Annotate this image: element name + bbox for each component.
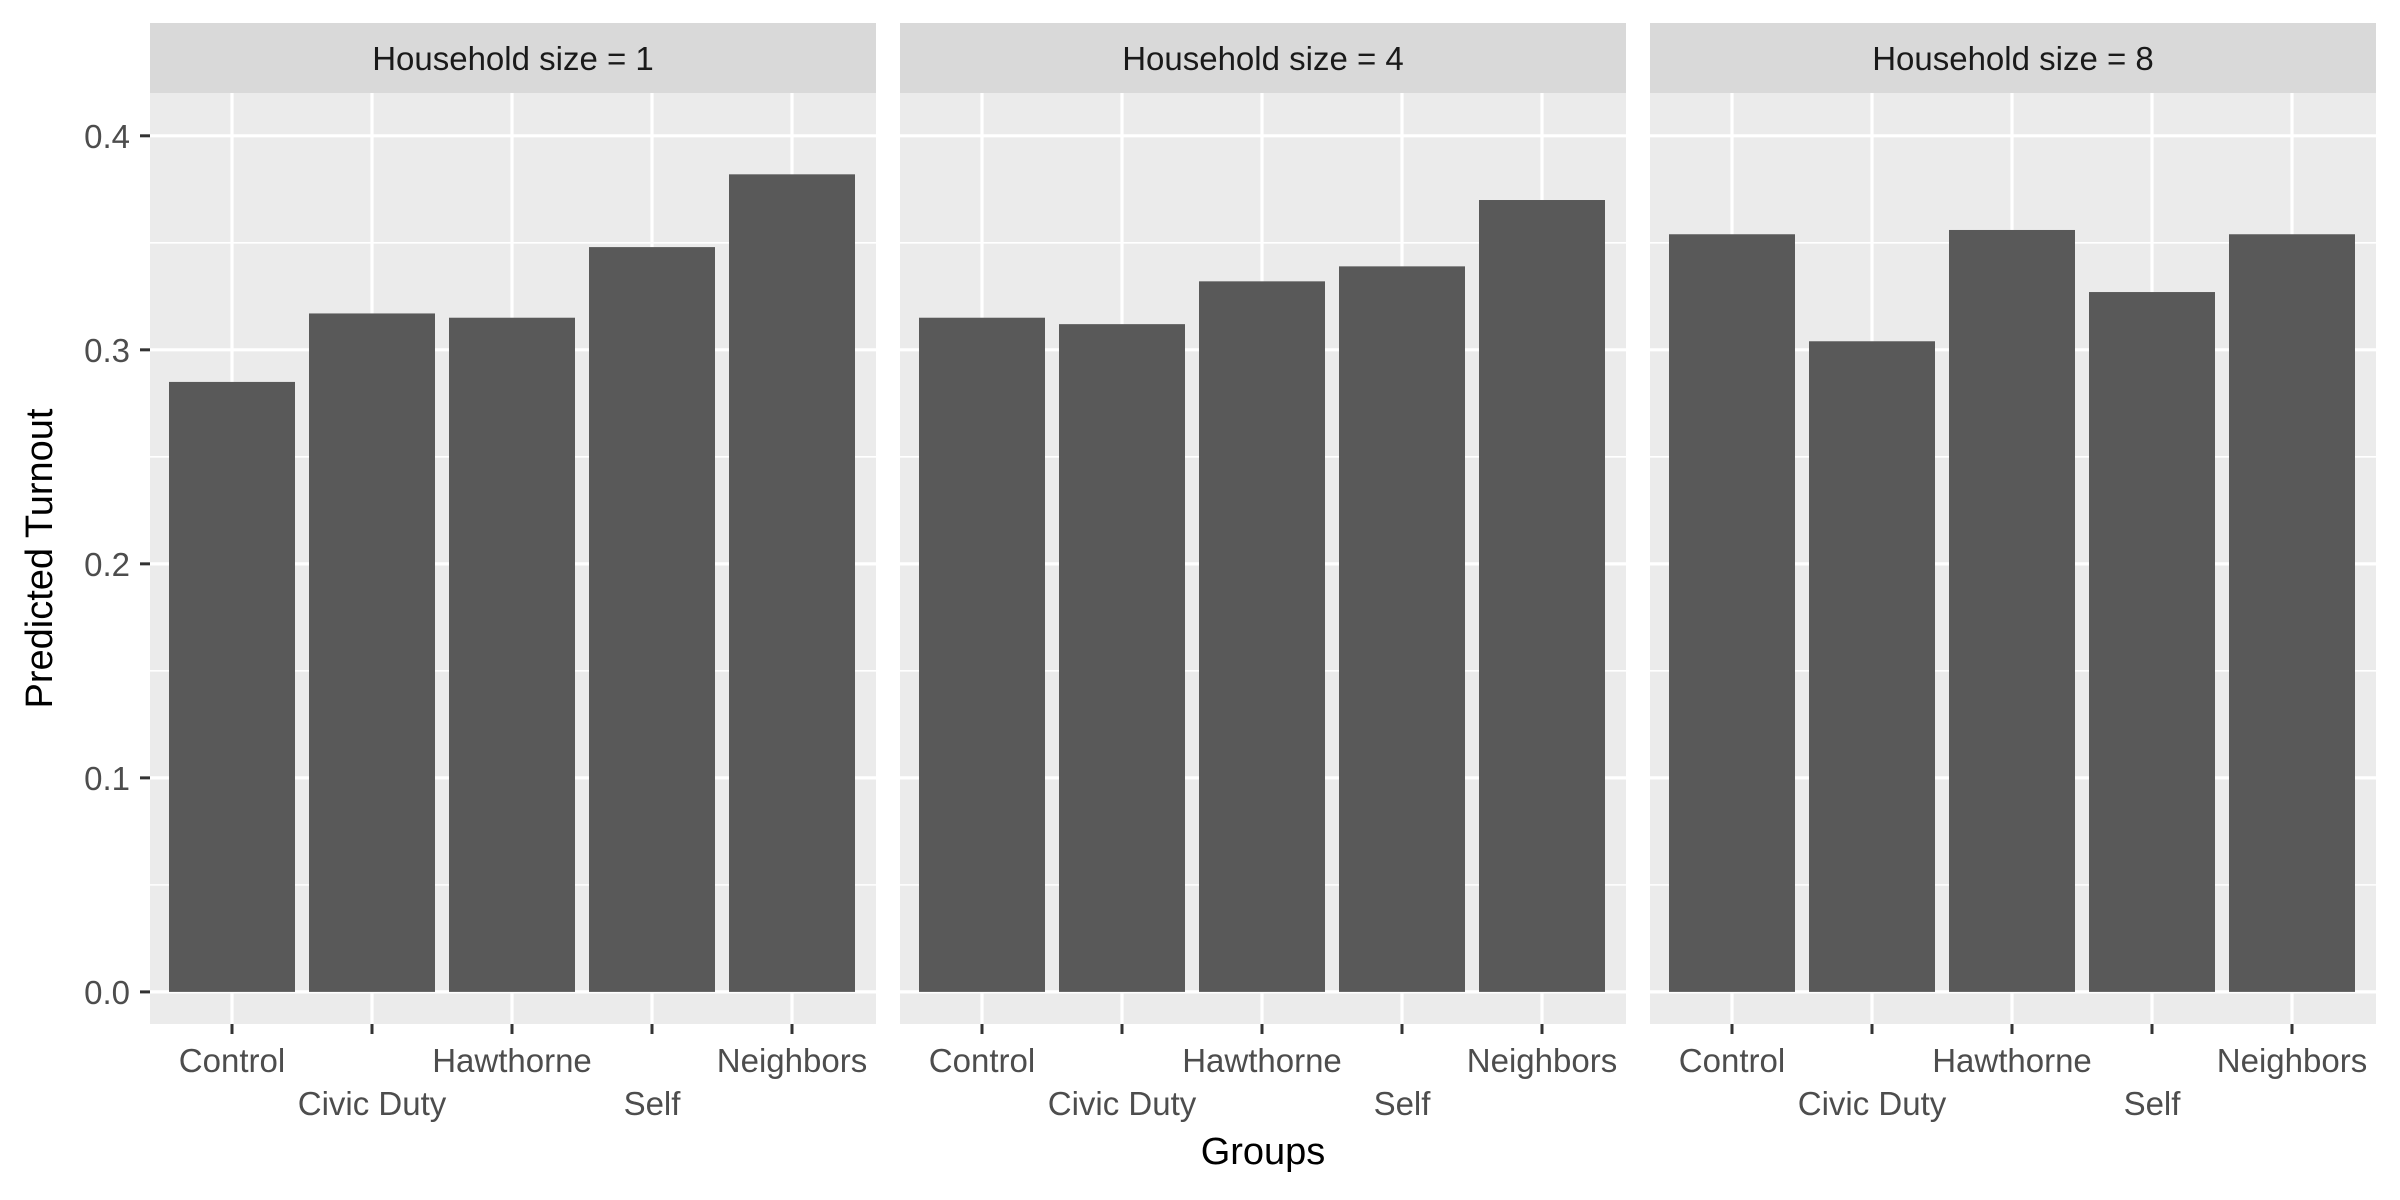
x-tick-label: Control — [1679, 1042, 1785, 1079]
x-tick-label: Neighbors — [1467, 1042, 1617, 1079]
facet-panel: Household size = 4 Control Civic Duty Hawth… — [900, 23, 1626, 1122]
x-tick-label: Neighbors — [2217, 1042, 2367, 1079]
x-tick-label: Hawthorne — [1182, 1042, 1342, 1079]
facet-strip-label: Household size = 1 — [372, 40, 654, 77]
bar — [1949, 229, 2075, 992]
y-tick-label: 0.0 — [84, 974, 130, 1011]
y-tick-label: 0.1 — [84, 760, 130, 797]
bar — [589, 247, 715, 992]
bar — [169, 381, 295, 992]
y-axis-title: Predicted Turnout — [19, 408, 61, 708]
chart-panels: Household size = 1 Control Civic Duty Hawth… — [150, 23, 2376, 1122]
x-axis-title: Groups — [1201, 1131, 1326, 1173]
bar — [1809, 341, 1935, 992]
facet-panel: Household size = 8 Control Civic Duty Hawth… — [1650, 23, 2376, 1122]
bar — [1669, 234, 1795, 992]
facet-strip-label: Household size = 4 — [1122, 40, 1404, 77]
bar — [1199, 281, 1325, 992]
x-tick-label: Control — [179, 1042, 285, 1079]
bar — [309, 313, 435, 992]
x-tick-label: Self — [1374, 1085, 1432, 1122]
x-tick-label: Civic Duty — [298, 1085, 447, 1122]
bar — [729, 174, 855, 992]
x-tick-label: Civic Duty — [1798, 1085, 1947, 1122]
bar — [2229, 234, 2355, 992]
x-tick-label: Self — [2124, 1085, 2182, 1122]
facet-panel: Household size = 1 Control Civic Duty Hawth… — [150, 23, 876, 1122]
x-tick-label: Hawthorne — [1932, 1042, 2092, 1079]
y-tick-label: 0.4 — [84, 118, 130, 155]
bar — [2089, 292, 2215, 992]
x-tick-label: Neighbors — [717, 1042, 867, 1079]
bar — [1339, 266, 1465, 992]
facet-strip — [150, 23, 876, 93]
x-tick-label: Control — [929, 1042, 1035, 1079]
bar — [1479, 200, 1605, 992]
x-tick-label: Self — [624, 1085, 682, 1122]
facet-strip — [900, 23, 1626, 93]
bar — [1059, 324, 1185, 992]
x-tick-label: Hawthorne — [432, 1042, 592, 1079]
y-tick-label: 0.3 — [84, 332, 130, 369]
bar — [449, 317, 575, 992]
y-axis: 0.0 0.1 0.2 0.3 0.4 — [84, 118, 150, 1011]
facet-strip — [1650, 23, 2376, 93]
y-tick-label: 0.2 — [84, 546, 130, 583]
x-tick-label: Civic Duty — [1048, 1085, 1197, 1122]
bar — [919, 317, 1045, 992]
facet-strip-label: Household size = 8 — [1872, 40, 2154, 77]
